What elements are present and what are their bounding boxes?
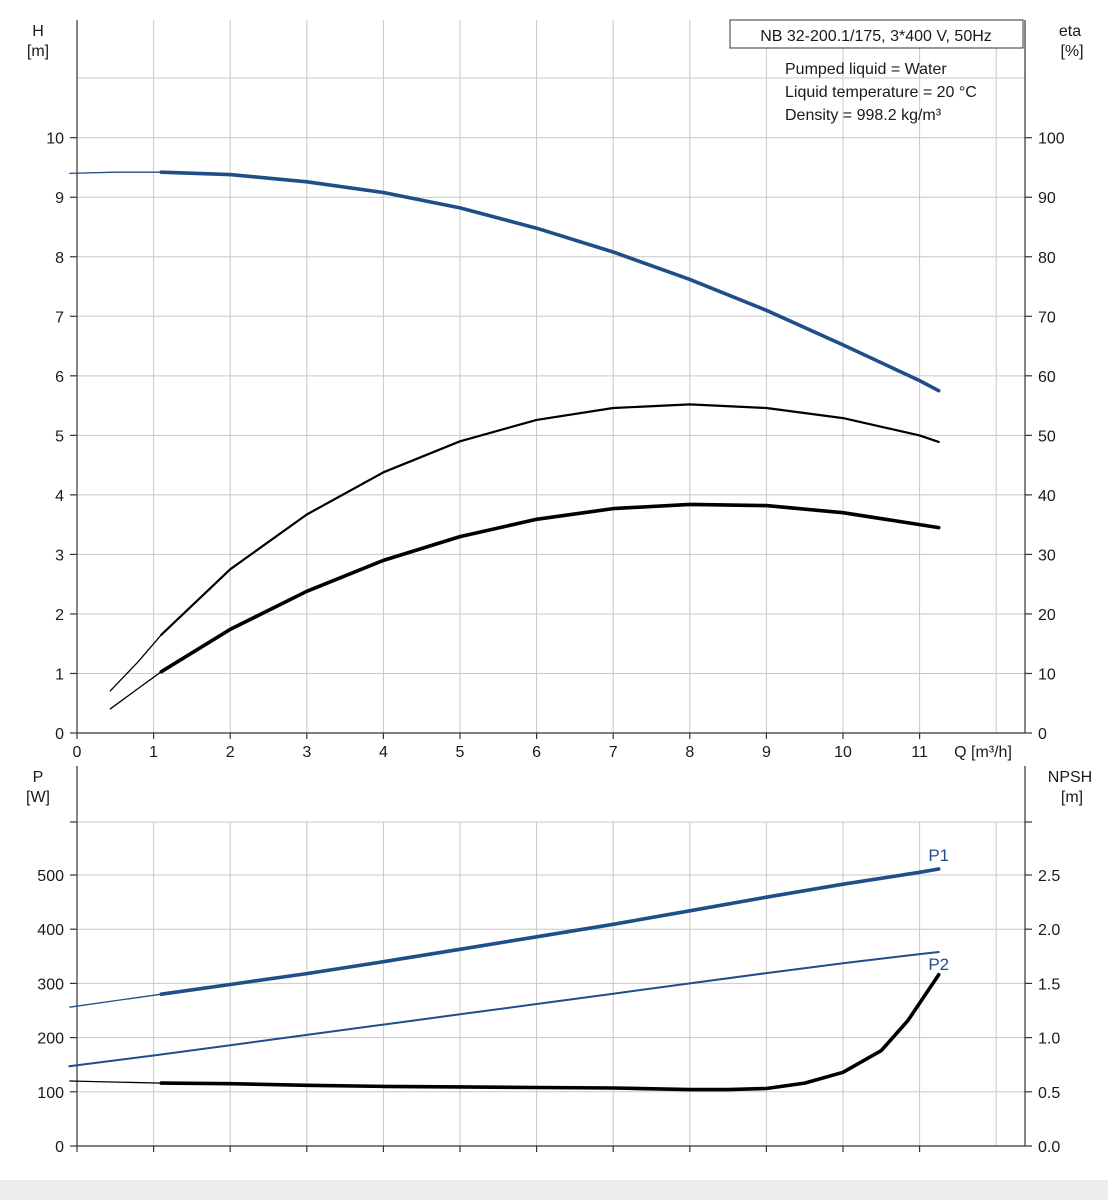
x-axis-label: Q [m³/h] <box>954 744 1012 761</box>
y-left-tick-label: 5 <box>55 428 64 445</box>
y-right-tick-label: 1.0 <box>1038 1031 1060 1048</box>
series-line <box>159 867 941 997</box>
x-tick-label: 10 <box>834 744 852 761</box>
y-right-tick-label: 0 <box>1038 726 1047 743</box>
y-left-tick-label: 1 <box>55 666 64 683</box>
axes-layer <box>70 20 1032 1152</box>
x-tick-label: 7 <box>609 744 618 761</box>
y-left-unit: [m] <box>27 43 49 60</box>
y-left-tick-label: 7 <box>55 309 64 326</box>
series-line <box>159 170 941 393</box>
y-right-tick-label: 2.0 <box>1038 922 1060 939</box>
pump-model-box: NB 32-200.1/175, 3*400 V, 50Hz <box>729 19 1024 49</box>
series-label: P1 <box>928 846 949 865</box>
y-left-tick-label: 9 <box>55 190 64 207</box>
x-tick-label: 5 <box>456 744 465 761</box>
series-layer <box>68 170 941 1092</box>
series-line-extension <box>69 993 162 1008</box>
series-line <box>68 951 940 1068</box>
y-left-tick-label: 3 <box>55 547 64 564</box>
y-right-tick-label: 30 <box>1038 547 1056 564</box>
x-tick-label: 3 <box>302 744 311 761</box>
y-left-title: H <box>32 23 44 40</box>
y-right-tick-label: 60 <box>1038 369 1056 386</box>
y-left-tick-label: 10 <box>46 131 64 148</box>
x-tick-label: 1 <box>149 744 158 761</box>
info-line-temperature: Liquid temperature = 20 °C <box>785 84 977 101</box>
y-left-tick-label: 0 <box>55 726 64 743</box>
liquid-info: Pumped liquid = Water Liquid temperature… <box>785 61 977 124</box>
series-line <box>159 972 941 1092</box>
x-tick-label: 6 <box>532 744 541 761</box>
y-left-tick-label: 300 <box>37 976 64 993</box>
y-right-tick-label: 0.5 <box>1038 1085 1060 1102</box>
pump-model-label: NB 32-200.1/175, 3*400 V, 50Hz <box>760 28 992 45</box>
grid-layer <box>77 20 1025 1146</box>
y-right-tick-label: 90 <box>1038 190 1056 207</box>
y-right-tick-label: 2.5 <box>1038 868 1060 885</box>
y-right-tick-label: 20 <box>1038 607 1056 624</box>
y-left-tick-label: 2 <box>55 607 64 624</box>
y-right-tick-label: 40 <box>1038 488 1056 505</box>
y-left-tick-label: 100 <box>37 1085 64 1102</box>
y-right-tick-label: 1.5 <box>1038 976 1060 993</box>
y-right-title: eta <box>1059 23 1081 40</box>
x-tick-label: 2 <box>226 744 235 761</box>
x-tick-label: 0 <box>73 744 82 761</box>
x-tick-label: 8 <box>685 744 694 761</box>
series-line-extension <box>109 671 162 710</box>
y-right-tick-label: 100 <box>1038 131 1065 148</box>
y-right-unit: [m] <box>1061 789 1083 806</box>
y-left-tick-label: 0 <box>55 1139 64 1156</box>
series-line-extension <box>109 634 162 692</box>
info-line-liquid: Pumped liquid = Water <box>785 61 947 78</box>
y-left-unit: [W] <box>26 789 50 806</box>
x-tick-label: 4 <box>379 744 388 761</box>
series-line <box>159 502 941 674</box>
y-left-tick-label: 6 <box>55 369 64 386</box>
y-left-tick-label: 200 <box>37 1031 64 1048</box>
y-left-tick-label: 4 <box>55 488 64 505</box>
x-tick-label: 11 <box>911 744 928 761</box>
series-line <box>160 403 940 636</box>
series-label: P2 <box>928 955 949 974</box>
y-left-tick-label: 400 <box>37 922 64 939</box>
series-line-extension <box>69 1080 162 1084</box>
y-right-unit: [%] <box>1060 43 1083 60</box>
series-line-extension <box>69 171 162 175</box>
y-right-tick-label: 50 <box>1038 428 1056 445</box>
x-tick-label: 9 <box>762 744 771 761</box>
y-right-tick-label: 0.0 <box>1038 1139 1060 1156</box>
y-left-tick-label: 500 <box>37 868 64 885</box>
y-left-tick-label: 8 <box>55 250 64 267</box>
y-left-title: P <box>33 769 44 786</box>
info-line-density: Density = 998.2 kg/m³ <box>785 107 942 124</box>
y-right-tick-label: 10 <box>1038 666 1056 683</box>
footer-strip <box>0 1180 1108 1200</box>
y-right-tick-label: 80 <box>1038 250 1056 267</box>
y-right-tick-label: 70 <box>1038 309 1056 326</box>
y-right-title: NPSH <box>1048 769 1092 786</box>
